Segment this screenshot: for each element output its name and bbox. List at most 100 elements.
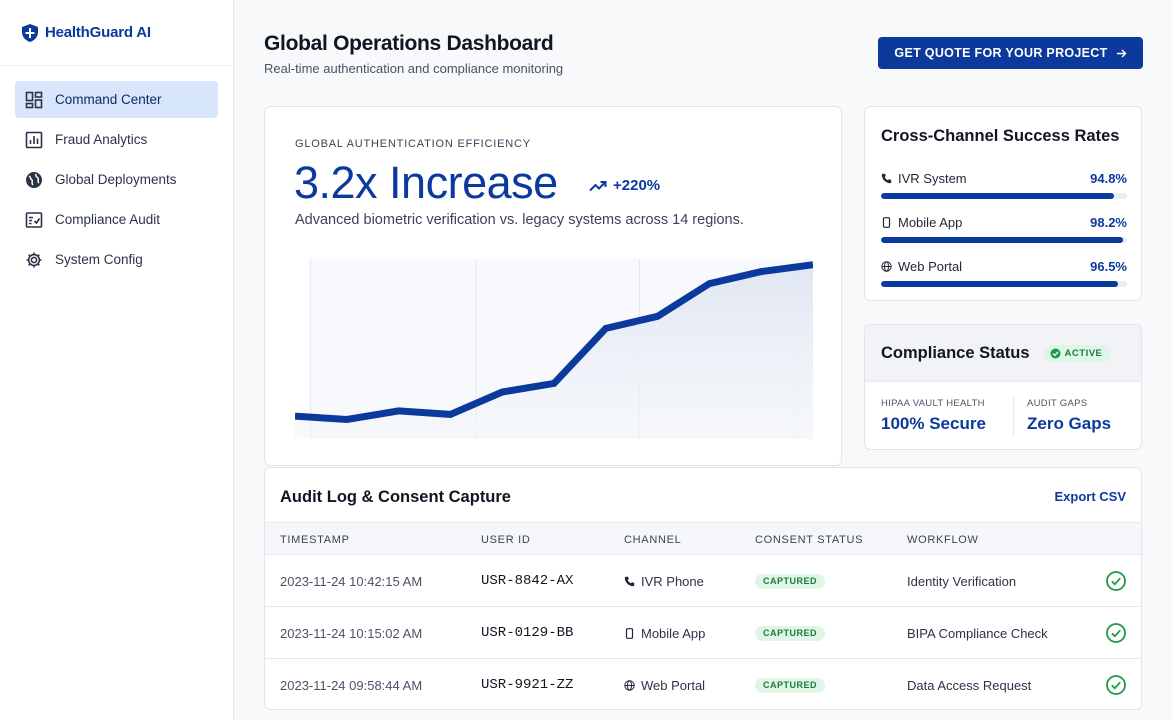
compliance-card: Compliance Status ACTIVE HIPAA VAULT HEA…: [864, 324, 1142, 450]
table-row[interactable]: 2023-11-24 09:58:44 AM USR-9921-ZZ Web P…: [265, 659, 1141, 709]
column-header[interactable]: CONSENT STATUS: [755, 534, 864, 546]
status-badge: CAPTURED: [755, 677, 826, 693]
workflow-cell: Data Access Request: [907, 677, 1032, 693]
rate-mobile-app: Mobile App 98.2%: [881, 215, 1127, 243]
consent-status-cell: CAPTURED: [755, 659, 826, 709]
rate-bar-fill: [881, 281, 1119, 287]
sidebar-item-system-config[interactable]: System Config: [15, 241, 218, 278]
check-circle-icon: [1106, 571, 1126, 591]
status-badge-label: ACTIVE: [1064, 347, 1103, 359]
timestamp-cell: 2023-11-24 10:42:15 AM: [280, 573, 423, 589]
page-subtitle: Real-time authentication and compliance …: [264, 61, 564, 76]
efficiency-eyebrow: GLOBAL AUTHENTICATION EFFICIENCY: [295, 138, 531, 150]
consent-status-cell: CAPTURED: [755, 555, 826, 607]
phone-icon: [881, 173, 892, 184]
sidebar-item-label: Compliance Audit: [55, 212, 161, 227]
compliance-divider: [1013, 397, 1014, 437]
page-title: Global Operations Dashboard: [264, 32, 554, 55]
rate-ivr-system: IVR System 94.8%: [881, 171, 1127, 199]
compliance-title: Compliance Status: [881, 343, 1030, 362]
rate-bar-fill: [881, 237, 1123, 243]
check-badge-icon: [1050, 348, 1061, 358]
sidebar-item-compliance-audit[interactable]: Compliance Audit: [15, 201, 218, 238]
audit-gaps-value: Zero Gaps: [1027, 414, 1112, 433]
audit-gaps-label: AUDIT GAPS: [1027, 398, 1088, 409]
vault-health-value: 100% Secure: [881, 414, 986, 433]
brand[interactable]: HealthGuard AI: [0, 0, 233, 66]
check-circle-icon: [1106, 623, 1126, 643]
channel-cell: IVR Phone: [624, 555, 704, 607]
rate-label: IVR System: [898, 171, 967, 186]
sidebar: HealthGuard AI Command Center Fraud Anal…: [0, 0, 234, 720]
sidebar-item-fraud-analytics[interactable]: Fraud Analytics: [15, 121, 218, 158]
column-header[interactable]: USER ID: [481, 534, 531, 546]
channel-cell: Mobile App: [624, 607, 705, 659]
table-header: TIMESTAMP USER ID CHANNEL CONSENT STATUS…: [265, 522, 1141, 555]
workflow-cell: BIPA Compliance Check: [907, 625, 1048, 641]
efficiency-delta-value: +220%: [613, 177, 661, 194]
audit-gaps-stat: AUDIT GAPS Zero Gaps: [1027, 398, 1111, 434]
rate-label: Web Portal: [898, 259, 963, 274]
table-row[interactable]: 2023-11-24 10:15:02 AM USR-0129-BB Mobil…: [265, 607, 1141, 659]
success-rates-title: Cross-Channel Success Rates: [881, 127, 1120, 145]
chart-area-fill: [295, 264, 813, 439]
channel-label: Mobile App: [641, 625, 706, 641]
workflow-cell: Identity Verification: [907, 573, 1017, 589]
get-quote-button[interactable]: GET QUOTE FOR YOUR PROJECT: [878, 37, 1143, 69]
shield-icon: [22, 23, 38, 42]
brand-name: HealthGuard AI: [45, 24, 151, 41]
audit-log-card: Audit Log & Consent Capture Export CSV T…: [264, 467, 1142, 710]
trending-up-icon: [589, 180, 607, 191]
sidebar-item-global-deployments[interactable]: Global Deployments: [15, 161, 218, 198]
column-header[interactable]: TIMESTAMP: [280, 534, 350, 546]
status-badge: CAPTURED: [755, 573, 826, 589]
vault-health-stat: HIPAA VAULT HEALTH 100% Secure: [881, 398, 986, 434]
sidebar-item-label: Command Center: [55, 92, 162, 107]
rate-bar: [881, 193, 1127, 199]
efficiency-card: GLOBAL AUTHENTICATION EFFICIENCY 3.2x In…: [264, 106, 842, 466]
table-row[interactable]: 2023-11-24 10:42:15 AM USR-8842-AX IVR P…: [265, 555, 1141, 607]
gear-icon: [25, 251, 43, 269]
bar-chart-icon: [25, 131, 43, 149]
efficiency-metric: 3.2x Increase: [294, 157, 558, 208]
channel-label: IVR Phone: [641, 573, 704, 589]
globe-icon: [25, 171, 43, 189]
checklist-icon: [25, 211, 43, 229]
sidebar-item-label: Fraud Analytics: [55, 132, 148, 147]
user-id-cell: USR-0129-BB: [481, 625, 574, 641]
dashboard-grid-icon: [25, 91, 43, 109]
globe-icon: [881, 261, 892, 272]
status-badge: ACTIVE: [1043, 344, 1111, 362]
status-badge: CAPTURED: [755, 625, 826, 641]
rate-web-portal: Web Portal 96.5%: [881, 259, 1127, 287]
success-rates-card: Cross-Channel Success Rates IVR System 9…: [864, 106, 1142, 301]
rate-bar: [881, 281, 1127, 287]
efficiency-description: Advanced biometric verification vs. lega…: [295, 212, 744, 228]
efficiency-chart: [295, 259, 813, 439]
user-id-cell: USR-8842-AX: [481, 573, 574, 589]
rate-value: 96.5%: [1090, 259, 1127, 274]
get-quote-label: GET QUOTE FOR YOUR PROJECT: [894, 46, 1108, 60]
check-circle-icon: [1106, 675, 1126, 695]
column-header[interactable]: WORKFLOW: [907, 534, 979, 546]
rate-value: 98.2%: [1090, 215, 1127, 230]
timestamp-cell: 2023-11-24 09:58:44 AM: [280, 677, 423, 693]
phone-icon: [624, 576, 635, 586]
audit-log-title: Audit Log & Consent Capture: [280, 488, 511, 506]
timestamp-cell: 2023-11-24 10:15:02 AM: [280, 625, 423, 641]
rate-label: Mobile App: [898, 215, 963, 230]
vault-health-label: HIPAA VAULT HEALTH: [881, 398, 985, 409]
channel-label: Web Portal: [641, 677, 706, 693]
rate-bar: [881, 237, 1127, 243]
mobile-icon: [882, 217, 891, 228]
column-header[interactable]: CHANNEL: [624, 534, 682, 546]
consent-status-cell: CAPTURED: [755, 607, 826, 659]
rate-bar-fill: [881, 193, 1115, 199]
sidebar-item-label: Global Deployments: [55, 172, 177, 187]
sidebar-item-label: System Config: [55, 252, 143, 267]
mobile-icon: [625, 627, 634, 639]
sidebar-item-command-center[interactable]: Command Center: [15, 81, 218, 118]
export-csv-link[interactable]: Export CSV: [1054, 489, 1126, 504]
rate-value: 94.8%: [1090, 171, 1127, 186]
compliance-header: Compliance Status ACTIVE: [865, 325, 1141, 382]
